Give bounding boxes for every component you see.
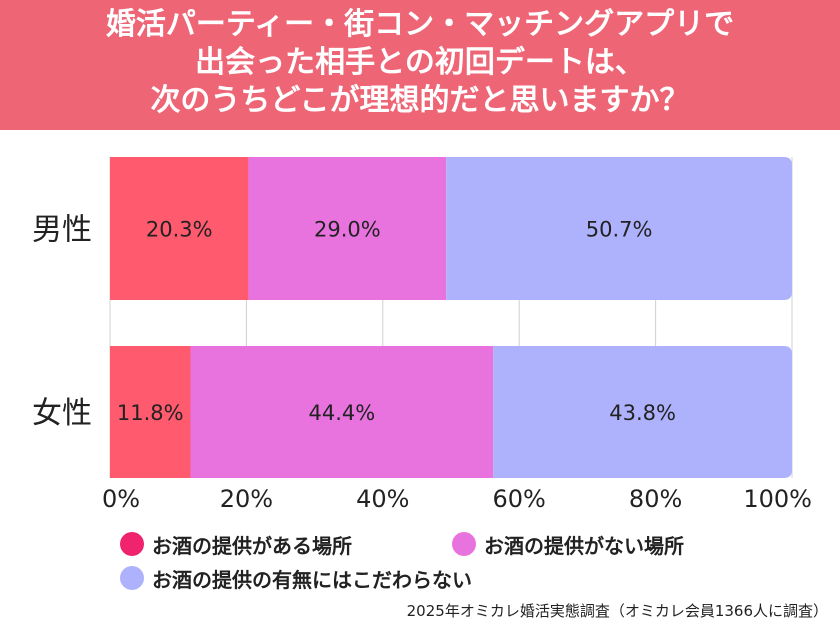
bar-segment <box>248 157 447 300</box>
chart-title-line-3: 次のうちどこが理想的だと思いますか？ <box>150 83 690 118</box>
legend-label-no-alcohol: お酒の提供がない場所 <box>484 533 684 558</box>
legend-item-alcohol: お酒の提供がある場所 <box>120 528 352 560</box>
data-label: 50.7% <box>586 218 653 242</box>
title-banner: 婚活パーティー・街コン・マッチングアプリで 出会った相手との初回デートは、 次の… <box>0 0 840 130</box>
legend-swatch-no-preference <box>120 566 144 590</box>
data-label: 29.0% <box>314 218 381 242</box>
bar-segment <box>190 346 494 478</box>
data-label: 11.8% <box>117 401 184 425</box>
legend-label-alcohol: お酒の提供がある場所 <box>152 533 352 558</box>
legend-swatch-no-alcohol <box>452 532 476 556</box>
chart-title-line-1: 婚活パーティー・街コン・マッチングアプリで <box>105 7 735 42</box>
bar-segment <box>446 157 792 300</box>
bar-segment <box>110 346 191 478</box>
data-label: 20.3% <box>146 218 213 242</box>
legend-label-no-preference: お酒の提供の有無にはこだわらない <box>152 567 472 592</box>
category-label: 女性 <box>32 396 92 431</box>
legend-item-no-alcohol: お酒の提供がない場所 <box>452 528 684 560</box>
bar-segment <box>493 346 792 478</box>
category-label: 男性 <box>32 213 92 248</box>
legend-swatch-alcohol <box>120 532 144 556</box>
x-tick-label: 40% <box>356 485 409 513</box>
x-tick-label: 20% <box>220 485 273 513</box>
bar-segment <box>110 157 249 300</box>
x-tick-label: 100% <box>743 485 812 513</box>
legend-item-no-preference: お酒の提供の有無にはこだわらない <box>120 562 472 594</box>
data-label: 44.4% <box>309 401 376 425</box>
source-note: 2025年オミカレ婚活実態調査（オミカレ会員1366人に調査） <box>406 602 828 620</box>
data-label: 43.8% <box>609 401 676 425</box>
x-tick-label: 60% <box>493 485 546 513</box>
x-tick-label: 80% <box>629 485 682 513</box>
x-tick-label: 0% <box>102 485 140 513</box>
chart-title-line-2: 出会った相手との初回デートは、 <box>195 45 645 80</box>
